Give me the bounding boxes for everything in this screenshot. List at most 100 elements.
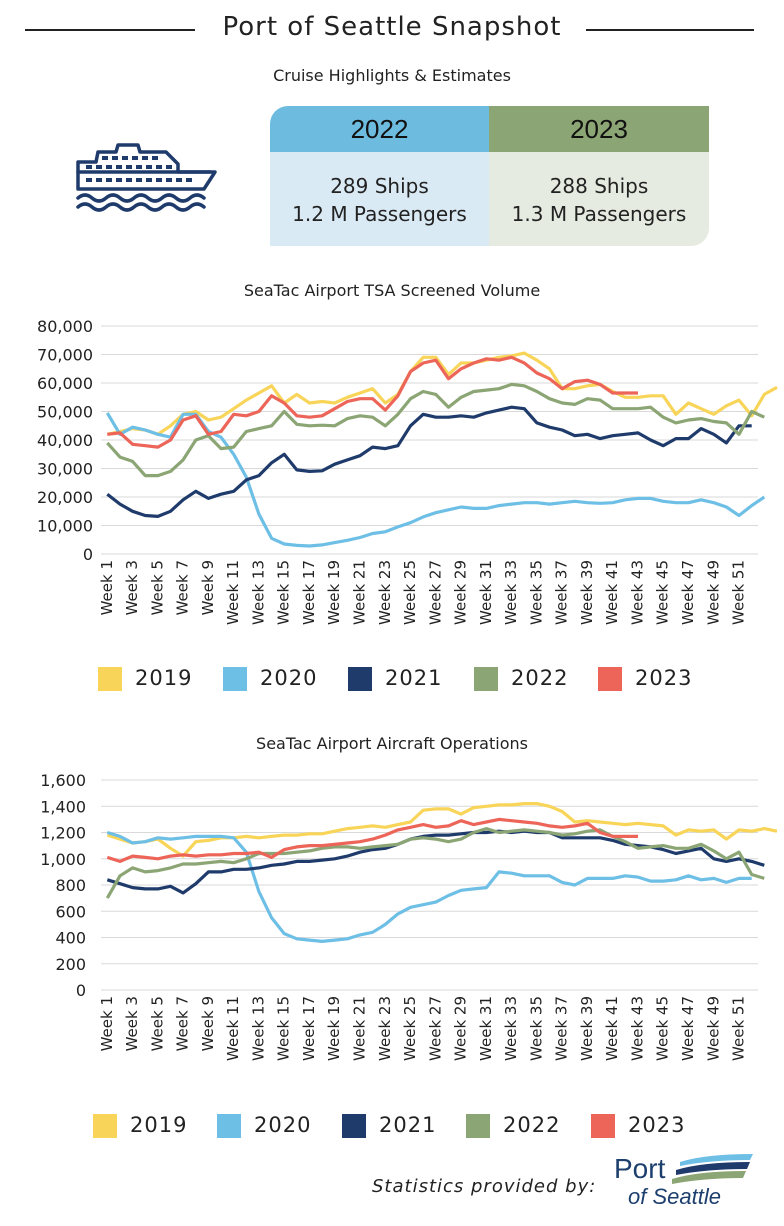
x-tick-label: Week 49: [704, 996, 722, 1061]
statistics-credit: Statistics provided by:: [372, 1176, 597, 1197]
operations-chart-title: SeaTac Airport Aircraft Operations: [256, 734, 528, 753]
x-tick-label: Week 31: [477, 560, 495, 625]
series-line-2019: [106, 351, 778, 436]
legend-label: 2022: [511, 666, 569, 690]
x-tick-label: Week 35: [527, 996, 545, 1061]
series-line-2021: [106, 405, 752, 518]
y-tick-label: 400: [55, 929, 86, 948]
logo-text-port: Port: [614, 1153, 666, 1184]
series-line-2020: [106, 830, 752, 943]
x-tick-label: Week 19: [325, 996, 343, 1061]
y-tick-label: 40,000: [37, 431, 93, 450]
y-tick-label: 1,200: [40, 824, 86, 843]
legend-swatch: [348, 667, 372, 691]
series-line-2023: [106, 817, 638, 864]
series-line-2022: [106, 382, 765, 478]
legend-swatch: [474, 667, 498, 691]
x-tick-label: Week 27: [426, 560, 444, 625]
x-tick-label: Week 29: [452, 560, 470, 625]
x-tick-label: Week 31: [477, 996, 495, 1061]
year-2023-header: 2023: [489, 106, 709, 152]
legend-swatch: [93, 1114, 117, 1138]
logo-text-of-seattle: of Seattle: [628, 1184, 721, 1209]
x-tick-label: Week 21: [351, 560, 369, 625]
x-tick-label: Week 27: [426, 996, 444, 1061]
x-tick-label: Week 3: [123, 996, 141, 1051]
x-tick-label: Week 1: [98, 996, 116, 1051]
year-2022-stats: 289 Ships 1.2 M Passengers: [270, 152, 489, 246]
tsa-chart-legend: 2019 2020 2021 2022 2023: [0, 664, 784, 694]
x-tick-label: Week 45: [654, 560, 672, 625]
y-tick-label: 50,000: [37, 403, 93, 422]
x-tick-label: Week 11: [224, 996, 242, 1061]
x-tick-label: Week 21: [351, 996, 369, 1061]
y-tick-label: 70,000: [37, 346, 93, 365]
port-of-seattle-logo: Port of Seattle: [610, 1150, 760, 1220]
ships-2022: 289 Ships: [330, 174, 429, 198]
legend-label: 2023: [635, 666, 693, 690]
legend-label: 2022: [503, 1113, 561, 1137]
cruise-summary-table: 2022 2023 289 Ships 1.2 M Passengers 288…: [270, 106, 709, 246]
logo-stripes-icon: [672, 1154, 753, 1184]
y-tick-label: 60,000: [37, 374, 93, 393]
legend-swatch: [342, 1114, 366, 1138]
y-tick-label: 20,000: [37, 488, 93, 507]
y-tick-label: 800: [55, 876, 86, 895]
x-tick-label: Week 23: [376, 996, 394, 1061]
x-tick-label: Week 37: [553, 560, 571, 625]
x-tick-label: Week 43: [628, 560, 646, 625]
legend-label: 2021: [385, 666, 443, 690]
x-tick-label: Week 25: [401, 560, 419, 625]
x-tick-label: Week 51: [730, 996, 748, 1061]
y-tick-label: 600: [55, 902, 86, 921]
legend-label: 2020: [260, 666, 318, 690]
x-tick-label: Week 5: [148, 996, 166, 1051]
x-tick-label: Week 3: [123, 560, 141, 615]
legend-label: 2019: [130, 1113, 188, 1137]
x-tick-label: Week 19: [325, 560, 343, 625]
legend-swatch: [98, 667, 122, 691]
page-header: Port of Seattle Snapshot: [0, 10, 784, 50]
year-2023-stats: 288 Ships 1.3 M Passengers: [489, 152, 709, 246]
ships-2023: 288 Ships: [549, 174, 649, 198]
legend-swatch: [217, 1114, 241, 1138]
title-rule-left: [25, 29, 195, 31]
x-tick-label: Week 13: [249, 560, 267, 625]
page-title: Port of Seattle Snapshot: [222, 12, 562, 42]
year-2022-header: 2022: [270, 106, 489, 152]
cruise-ship-icon: [70, 140, 220, 219]
x-tick-label: Week 39: [578, 996, 596, 1061]
y-tick-label: 10,000: [37, 517, 93, 536]
x-tick-label: Week 17: [300, 996, 318, 1061]
tsa-chart-title: SeaTac Airport TSA Screened Volume: [243, 281, 541, 300]
cruise-subtitle: Cruise Highlights & Estimates: [273, 66, 511, 85]
x-tick-label: Week 39: [578, 560, 596, 625]
legend-label: 2021: [379, 1113, 437, 1137]
aircraft-operations-chart: 0 200 400 600 800 1,000 1,200 1,400 1,600 Week 1 W…: [40, 771, 778, 1061]
x-tick-label: Week 13: [249, 996, 267, 1061]
x-tick-label: Week 7: [174, 560, 192, 615]
x-tick-label: Week 41: [603, 560, 621, 625]
legend-swatch: [466, 1114, 490, 1138]
series-line-2022: [105, 826, 765, 899]
x-tick-label: Week 35: [527, 560, 545, 625]
y-tick-label: 200: [55, 955, 86, 974]
legend-label: 2023: [628, 1113, 686, 1137]
x-tick-label: Week 47: [679, 560, 697, 625]
y-tick-label: 30,000: [37, 460, 93, 479]
series-line-2023: [107, 355, 638, 449]
x-tick-label: Week 37: [553, 996, 571, 1061]
x-tick-label: Week 17: [300, 560, 318, 625]
legend-swatch: [223, 667, 247, 691]
passengers-2023: 1.3 M Passengers: [511, 202, 687, 226]
x-tick-label: Week 49: [704, 560, 722, 625]
title-rule-right: [586, 29, 754, 31]
x-tick-label: Week 51: [730, 560, 748, 625]
y-tick-label: 1,600: [40, 771, 86, 790]
x-tick-label: Week 9: [199, 560, 217, 615]
series-line-2019: [106, 801, 778, 858]
series-line-2020: [105, 412, 766, 548]
x-tick-label: Week 1: [98, 560, 116, 615]
legend-label: 2020: [254, 1113, 312, 1137]
tsa-volume-chart: 0 10,000 20,000 30,000 40,000 50,000 60,000 70,…: [37, 317, 778, 625]
